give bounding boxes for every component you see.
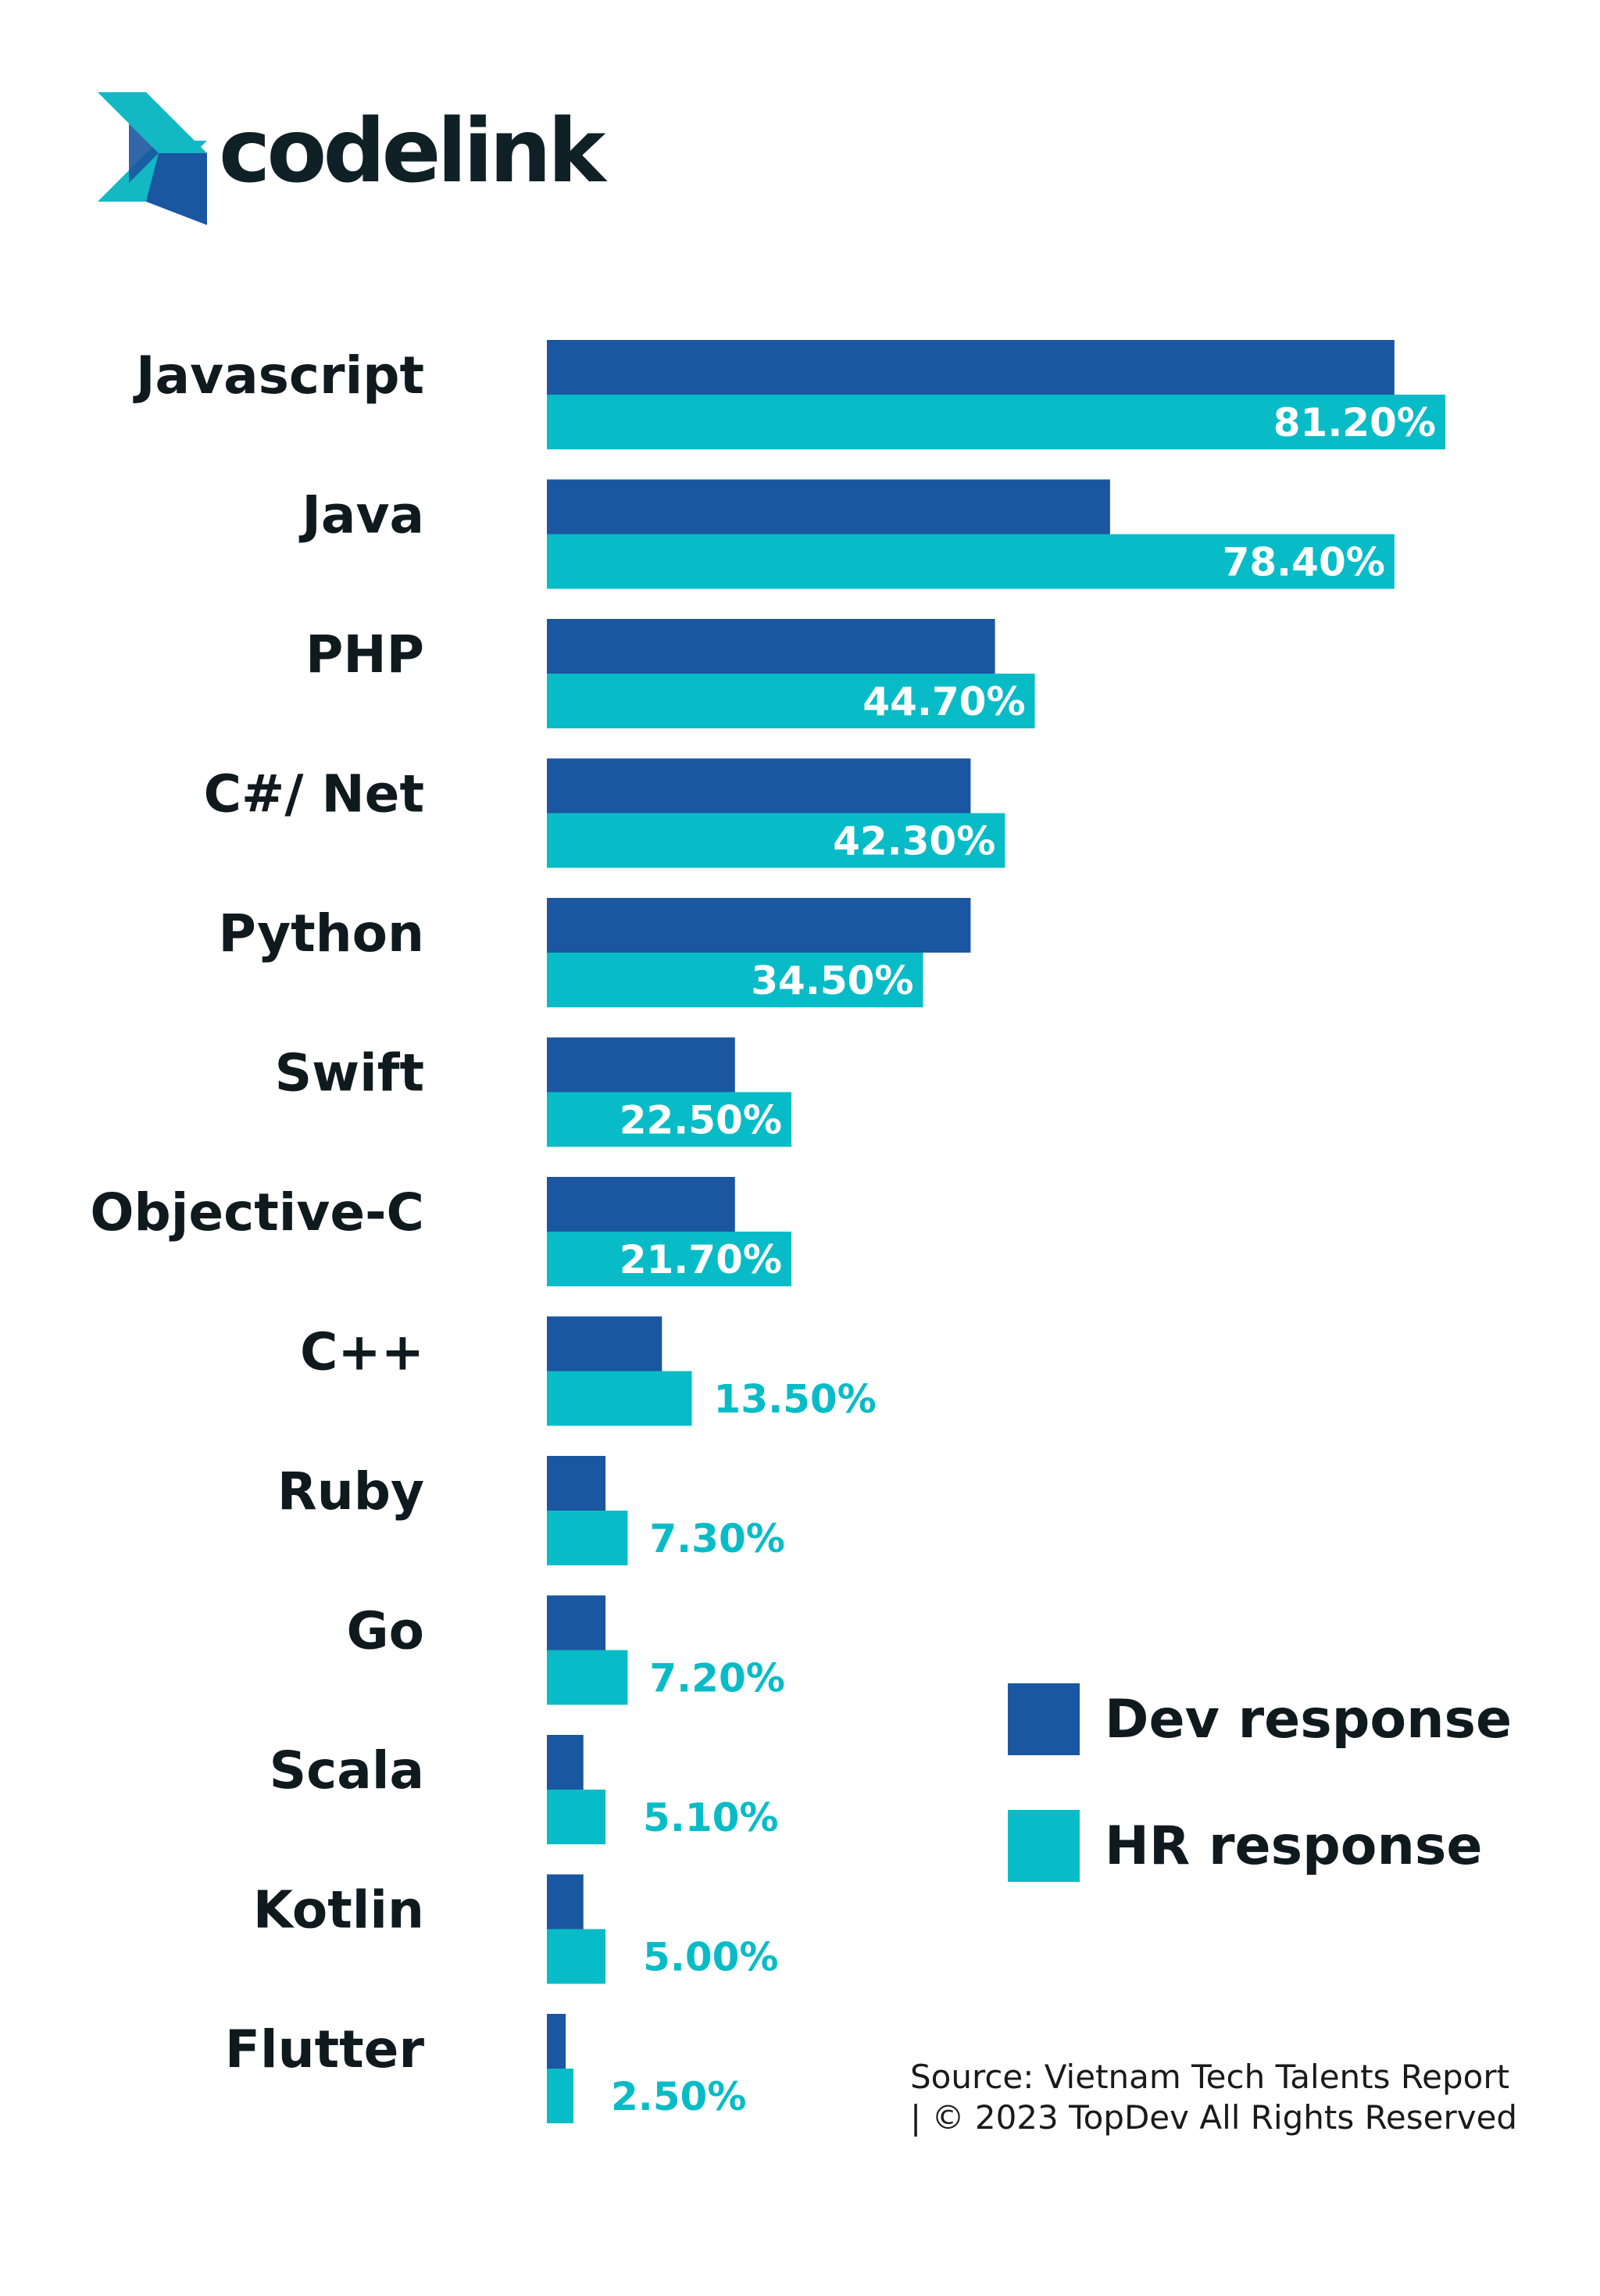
legend-hr-label: HR response — [1105, 1815, 1483, 1877]
hr-data-label: 5.10% — [643, 1795, 778, 1840]
category-label: Python — [219, 903, 424, 964]
hr-bar — [547, 1232, 791, 1286]
legend-dev-swatch — [1008, 1683, 1080, 1755]
hr-data-label: 42.30% — [833, 819, 995, 864]
dev-bar — [547, 479, 1110, 535]
legend-hr: HR response — [1008, 1810, 1482, 1882]
hr-bar — [547, 1092, 791, 1147]
category-label: Java — [298, 485, 424, 545]
hr-bar — [547, 1371, 692, 1426]
hr-data-label: 5.00% — [643, 1935, 778, 1980]
hr-bar — [547, 1790, 606, 1844]
hr-bar — [547, 1650, 628, 1705]
hr-data-label: 7.30% — [649, 1516, 784, 1561]
hr-bar — [547, 534, 1395, 589]
category-label: Kotlin — [253, 1880, 424, 1940]
source-line-1: Source: Vietnam Tech Talents Report — [910, 2058, 1510, 2096]
dev-bar — [547, 898, 971, 953]
dev-bar — [547, 2014, 566, 2069]
category-label: Go — [346, 1601, 424, 1661]
category-label: PHP — [305, 624, 424, 685]
category-label: Swift — [275, 1043, 424, 1103]
hr-bar — [547, 2069, 573, 2123]
hr-data-label: 21.70% — [620, 1237, 782, 1282]
hr-data-label: 81.20% — [1273, 400, 1436, 445]
dev-bar — [547, 1595, 606, 1650]
hr-bar — [547, 1929, 606, 1984]
dev-bar — [547, 1316, 662, 1372]
dev-bar — [547, 340, 1395, 395]
hr-data-label: 34.50% — [751, 958, 913, 1003]
hr-bar — [547, 1511, 628, 1565]
codelink-logo-mark — [98, 92, 207, 225]
dev-bar — [547, 1177, 735, 1232]
dev-bar — [547, 1456, 606, 1511]
hr-data-label: 2.50% — [611, 2074, 746, 2119]
category-label: C#/ Net — [204, 764, 424, 824]
legend-hr-swatch — [1008, 1810, 1080, 1882]
hr-data-label: 7.20% — [649, 1656, 784, 1701]
hr-data-label: 44.70% — [862, 679, 1025, 724]
dev-bar — [547, 758, 971, 814]
category-label: Javascript — [133, 345, 424, 406]
category-label: Scala — [270, 1740, 424, 1801]
hr-bar — [547, 674, 1035, 728]
hr-data-label: 78.40% — [1223, 540, 1385, 585]
hr-bar — [547, 395, 1445, 449]
brand-wordmark: codelink — [219, 101, 605, 202]
category-label: Ruby — [277, 1461, 424, 1522]
hr-bar — [547, 953, 923, 1007]
source-note: Source: Vietnam Tech Talents Report | © … — [910, 2057, 1517, 2138]
dev-bar — [547, 1037, 735, 1093]
category-label: Flutter — [225, 2019, 425, 2080]
dev-bar — [547, 1735, 584, 1790]
category-label: Objective-C — [90, 1182, 424, 1243]
legend-dev: Dev response — [1008, 1683, 1512, 1755]
category-label: C++ — [300, 1322, 424, 1382]
hr-data-label: 13.50% — [714, 1377, 877, 1422]
hr-bar — [547, 813, 1005, 868]
source-line-2: | © 2023 TopDev All Rights Reserved — [910, 2098, 1518, 2137]
dev-bar — [547, 619, 995, 674]
dev-bar — [547, 1874, 584, 1929]
hr-data-label: 22.50% — [620, 1098, 782, 1143]
legend-dev-label: Dev response — [1105, 1688, 1512, 1751]
